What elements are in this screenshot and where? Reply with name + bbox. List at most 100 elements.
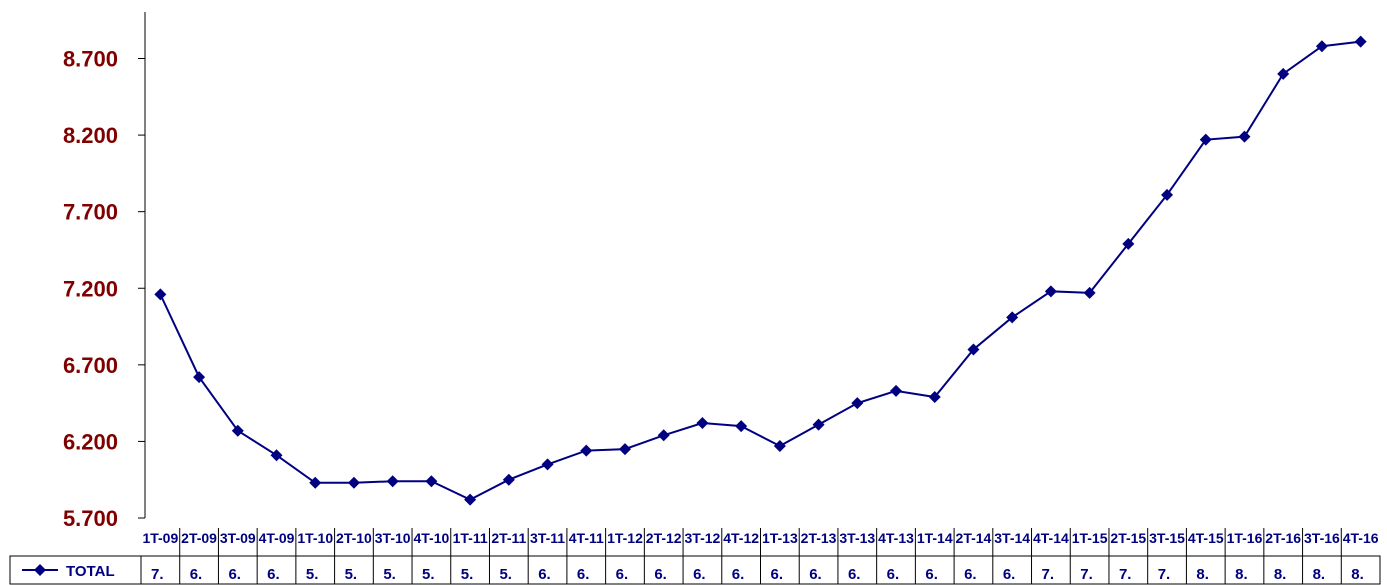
- table-value: 8.: [1274, 566, 1287, 583]
- category-label: 1T-16: [1227, 530, 1263, 546]
- data-point: [696, 417, 709, 430]
- table-value: 5.: [383, 566, 396, 583]
- data-point: [193, 371, 206, 384]
- table-value: 5.: [499, 566, 512, 583]
- category-label: 4T-09: [259, 530, 295, 546]
- data-point: [1122, 237, 1135, 250]
- table-value: 6.: [577, 566, 590, 583]
- data-point: [231, 424, 244, 437]
- data-point: [502, 473, 515, 486]
- data-point: [851, 397, 864, 410]
- category-label: 4T-16: [1343, 530, 1379, 546]
- table-value: 7.: [1042, 566, 1055, 583]
- category-label: 1T-11: [453, 530, 488, 546]
- category-label: 4T-15: [1188, 530, 1224, 546]
- data-point: [541, 458, 554, 471]
- category-label: 2T-09: [181, 530, 217, 546]
- legend-label: TOTAL: [66, 563, 115, 580]
- data-point: [812, 418, 825, 431]
- category-label: 1T-15: [1072, 530, 1108, 546]
- category-label: 1T-10: [297, 530, 333, 546]
- category-label: 2T-16: [1265, 530, 1301, 546]
- table-value: 8.: [1313, 566, 1326, 583]
- category-labels: 1T-09 2T-09 3T-09 4T-09 1T-10 2T-10 3T-10 4T-10…: [142, 530, 1378, 546]
- category-label: 2T-12: [646, 530, 682, 546]
- table-value: 6.: [616, 566, 629, 583]
- y-tick-label: 8.700: [63, 47, 118, 72]
- data-point: [425, 475, 438, 488]
- category-label: 1T-14: [917, 530, 953, 546]
- data-point: [580, 444, 593, 457]
- data-point: [347, 476, 360, 489]
- category-label: 2T-13: [801, 530, 837, 546]
- y-axis-ticks: 5.700 6.200 6.700 7.200 7.700 8.200 8.700: [63, 47, 145, 531]
- table-value: 5.: [306, 566, 319, 583]
- table-value: 6.: [887, 566, 900, 583]
- data-point: [1161, 188, 1174, 201]
- category-label: 2T-10: [336, 530, 372, 546]
- table-value: 6.: [267, 566, 280, 583]
- category-label: 4T-14: [1033, 530, 1069, 546]
- data-point: [735, 420, 748, 433]
- category-label: 3T-10: [375, 530, 411, 546]
- data-point: [928, 390, 941, 403]
- category-label: 3T-16: [1304, 530, 1340, 546]
- data-point: [154, 288, 167, 301]
- table-value: 6.: [228, 566, 241, 583]
- table-value: 6.: [190, 566, 203, 583]
- data-point: [967, 343, 980, 356]
- data-table: TOTAL 7. 6. 6. 6. 5. 5. 5. 5. 5. 5. 6. 6. 6. 6. 6. 6. 6. 6…: [9, 528, 1381, 585]
- y-tick-label: 7.700: [63, 200, 118, 225]
- series-total: [154, 35, 1367, 506]
- data-point: [618, 443, 631, 456]
- y-tick-label: 5.700: [63, 506, 118, 531]
- legend-marker: [34, 564, 46, 576]
- table-value: 5.: [345, 566, 358, 583]
- category-label: 3T-11: [530, 530, 565, 546]
- table-value: 6.: [809, 566, 822, 583]
- table-value: 5.: [422, 566, 435, 583]
- table-value: 8.: [1235, 566, 1248, 583]
- category-label: 1T-13: [762, 530, 798, 546]
- table-value: 7.: [1119, 566, 1132, 583]
- data-point: [1315, 40, 1328, 53]
- table-value: 7.: [1080, 566, 1093, 583]
- category-label: 3T-13: [839, 530, 875, 546]
- category-label: 4T-11: [569, 530, 604, 546]
- table-value: 7.: [151, 566, 164, 583]
- table-value: 6.: [848, 566, 861, 583]
- table-value: 6.: [925, 566, 938, 583]
- table-value: 6.: [538, 566, 551, 583]
- table-value: 5.: [461, 566, 474, 583]
- table-value: 6.: [1003, 566, 1016, 583]
- y-tick-label: 7.200: [63, 276, 118, 301]
- data-point: [270, 449, 283, 462]
- table-value: 7.: [1158, 566, 1171, 583]
- data-point: [1354, 35, 1367, 48]
- data-point: [464, 493, 477, 506]
- category-label: 1T-12: [607, 530, 643, 546]
- data-point: [1044, 285, 1057, 298]
- category-label: 4T-10: [413, 530, 449, 546]
- data-point: [309, 476, 322, 489]
- data-point: [1277, 67, 1290, 80]
- series-line: [159, 40, 1361, 501]
- category-label: 1T-09: [142, 530, 178, 546]
- data-point: [890, 384, 903, 397]
- data-table-frame: [9, 555, 1381, 585]
- category-label: 3T-12: [685, 530, 721, 546]
- category-label: 2T-15: [1110, 530, 1146, 546]
- category-label: 3T-15: [1149, 530, 1185, 546]
- y-tick-label: 8.200: [63, 123, 118, 148]
- data-point: [657, 429, 670, 442]
- category-label: 3T-14: [994, 530, 1030, 546]
- table-value: 8.: [1351, 566, 1364, 583]
- data-point: [773, 440, 786, 453]
- table-value: 6.: [771, 566, 784, 583]
- y-tick-label: 6.700: [63, 353, 118, 378]
- data-point: [1006, 311, 1019, 324]
- data-point: [1199, 133, 1212, 146]
- table-value: 8.: [1196, 566, 1209, 583]
- category-label: 4T-12: [723, 530, 759, 546]
